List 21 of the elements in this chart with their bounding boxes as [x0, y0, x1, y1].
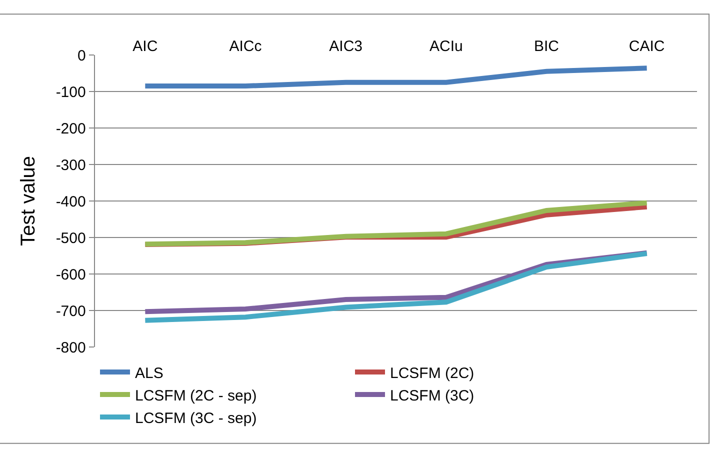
y-tick-label: -800 [56, 339, 86, 356]
x-tick-label: AICc [229, 38, 262, 55]
x-tick-label: ACIu [429, 38, 463, 55]
y-tick-label: -300 [56, 156, 86, 174]
legend-label: LCSFM (2C - sep) [135, 387, 257, 404]
y-tick-label: -700 [56, 302, 86, 320]
y-tick-label: -400 [56, 193, 86, 210]
y-tick-label: 0 [78, 47, 86, 64]
y-tick-label: -200 [56, 120, 86, 138]
legend-label: LCSFM (3C) [390, 387, 474, 404]
x-tick-label: CAIC [628, 38, 665, 55]
y-tick-label: -500 [56, 230, 86, 247]
y-tick-label: -600 [56, 266, 86, 284]
y-axis-title: Test value [17, 156, 40, 246]
legend-label: ALS [135, 364, 164, 382]
legend-label: LCSFM (2C) [390, 364, 474, 382]
x-tick-label: AIC [132, 38, 158, 55]
x-tick-label: BIC [534, 38, 560, 55]
legend-label: LCSFM (3C - sep) [135, 410, 257, 427]
y-tick-label: -100 [56, 84, 86, 101]
x-tick-label: AIC3 [329, 38, 363, 55]
